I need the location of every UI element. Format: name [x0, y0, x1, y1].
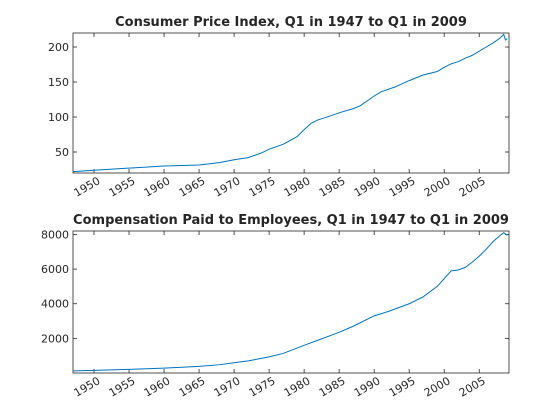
compensation-plot: Compensation Paid to Employees, Q1 in 19… — [41, 213, 510, 400]
cpi-ytick-label: 50 — [55, 146, 69, 159]
compensation-ytick-label: 6000 — [41, 263, 69, 276]
compensation-axes — [72, 230, 510, 374]
compensation-series — [72, 232, 508, 372]
cpi-plot-title: Consumer Price Index, Q1 in 1947 to Q1 i… — [115, 15, 467, 30]
compensation-ytick-label: 8000 — [41, 228, 69, 241]
compensation-axes-box — [72, 230, 510, 374]
cpi-series-line — [72, 33, 508, 173]
cpi-axes — [72, 32, 510, 174]
cpi-plot: Consumer Price Index, Q1 in 1947 to Q1 i… — [48, 15, 510, 200]
cpi-ytick-label: 200 — [48, 41, 69, 54]
compensation-series-line — [72, 232, 508, 372]
compensation-plot-title: Compensation Paid to Employees, Q1 in 19… — [73, 213, 509, 228]
compensation-ytick-label: 2000 — [41, 332, 69, 345]
cpi-series — [72, 33, 508, 173]
cpi-ytick-label: 100 — [48, 111, 69, 124]
compensation-ytick-label: 4000 — [41, 298, 69, 311]
cpi-axes-box — [72, 32, 510, 174]
cpi-ytick-label: 150 — [48, 76, 69, 89]
